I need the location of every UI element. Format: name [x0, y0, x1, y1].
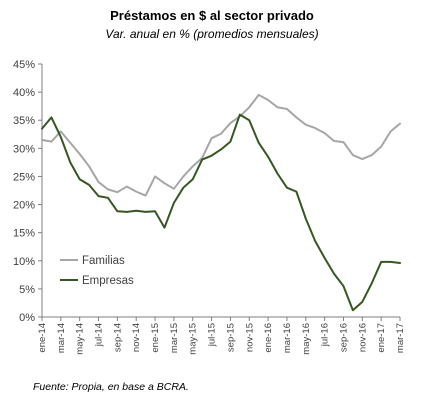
- x-tick-label: sep-16: [338, 323, 349, 352]
- y-tick-label: 20%: [13, 200, 35, 212]
- x-tick-label: nov-14: [131, 323, 142, 352]
- x-tick-label: mar-15: [169, 323, 180, 353]
- series-line-familias: [41, 93, 401, 197]
- y-tick-label: 40%: [13, 87, 35, 99]
- y-tick-label: 0%: [19, 312, 35, 324]
- x-tick-label: jul-15: [207, 323, 218, 347]
- legend-label-familias: Familias: [82, 255, 125, 267]
- y-tick-label: 30%: [13, 143, 35, 155]
- x-tick-label: mar-14: [56, 323, 67, 353]
- y-tick-label: 10%: [13, 256, 35, 268]
- x-tick-label: sep-14: [112, 323, 123, 352]
- x-tick-label: may-14: [75, 323, 86, 355]
- y-tick-label: 25%: [13, 171, 35, 183]
- x-tick-label: jul-16: [320, 323, 331, 347]
- chart-source-note: Fuente: Propia, en base a BCRA.: [33, 381, 189, 393]
- x-tick-label: may-16: [301, 323, 312, 355]
- x-tick-label: jul-14: [94, 323, 105, 347]
- x-tick-label: mar-16: [282, 323, 293, 353]
- chart-subtitle: Var. anual en % (promedios mensuales): [105, 27, 319, 41]
- x-tick-label: ene-16: [263, 323, 274, 353]
- chart-title: Préstamos en $ al sector privado: [110, 8, 314, 23]
- x-tick-label: nov-15: [244, 323, 255, 352]
- legend-label-empresas: Empresas: [82, 275, 134, 287]
- y-tick-label: 5%: [19, 284, 35, 296]
- y-tick-label: 35%: [13, 115, 35, 127]
- y-tick-label: 15%: [13, 228, 35, 240]
- series-line-empresas: [41, 113, 401, 312]
- x-tick-label: ene-17: [376, 323, 387, 353]
- x-tick-label: mar-17: [395, 323, 406, 353]
- x-tick-label: may-15: [188, 323, 199, 355]
- y-tick-label: 45%: [13, 59, 35, 71]
- x-tick-label: nov-16: [357, 323, 368, 352]
- x-tick-label: ene-15: [150, 323, 161, 353]
- x-tick-label: ene-14: [37, 323, 48, 353]
- x-tick-label: sep-15: [225, 323, 236, 352]
